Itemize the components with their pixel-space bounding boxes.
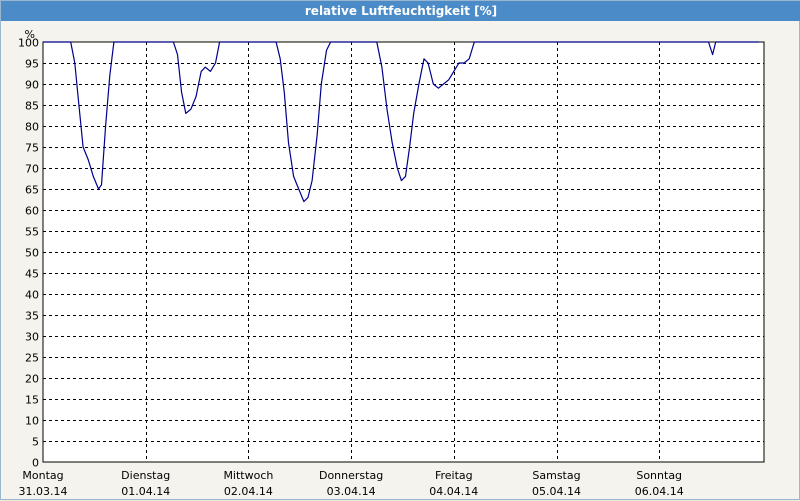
x-tick-date: 03.04.14 — [327, 485, 376, 498]
x-tick-date: 01.04.14 — [121, 485, 170, 498]
x-tick-day: Samstag — [532, 469, 580, 482]
x-tick-date: 06.04.14 — [635, 485, 684, 498]
y-tick-label: 90 — [25, 79, 39, 92]
y-tick-label: 25 — [25, 352, 39, 365]
x-tick-day: Montag — [22, 469, 63, 482]
y-tick-label: 30 — [25, 331, 39, 344]
y-tick-label: 10 — [25, 415, 39, 428]
x-tick-day: Dienstag — [121, 469, 170, 482]
x-tick-date: 31.03.14 — [19, 485, 68, 498]
y-tick-label: 35 — [25, 310, 39, 323]
y-tick-label: 70 — [25, 163, 39, 176]
y-tick-label: 5 — [32, 436, 39, 449]
y-tick-label: 80 — [25, 121, 39, 134]
y-tick-label: 75 — [25, 142, 39, 155]
x-tick-day: Mittwoch — [223, 469, 273, 482]
y-tick-label: 65 — [25, 184, 39, 197]
x-tick-date: 04.04.14 — [429, 485, 478, 498]
y-tick-label: 15 — [25, 394, 39, 407]
y-tick-label: 95 — [25, 58, 39, 71]
x-tick-day: Freitag — [435, 469, 473, 482]
y-unit-label: % — [25, 28, 35, 41]
y-tick-label: 50 — [25, 247, 39, 260]
humidity-line — [43, 41, 759, 203]
chart-title: relative Luftfeuchtigkeit [%] — [1, 1, 800, 21]
x-tick-day: Donnerstag — [319, 469, 383, 482]
y-tick-label: 55 — [25, 226, 39, 239]
y-tick-label: 40 — [25, 289, 39, 302]
x-tick-date: 02.04.14 — [224, 485, 273, 498]
y-tick-label: 85 — [25, 100, 39, 113]
y-tick-label: 45 — [25, 268, 39, 281]
y-tick-label: 100 — [18, 37, 39, 50]
y-tick-label: 0 — [32, 457, 39, 470]
x-tick-day: Sonntag — [636, 469, 682, 482]
y-tick-label: 20 — [25, 373, 39, 386]
x-tick-date: 05.04.14 — [532, 485, 581, 498]
humidity-chart: 0 5 10 15 20 25 30 35 40 45 50 55 60 65 70 75 80 85 90 95 10… — [18, 28, 765, 498]
y-tick-label: 60 — [25, 205, 39, 218]
